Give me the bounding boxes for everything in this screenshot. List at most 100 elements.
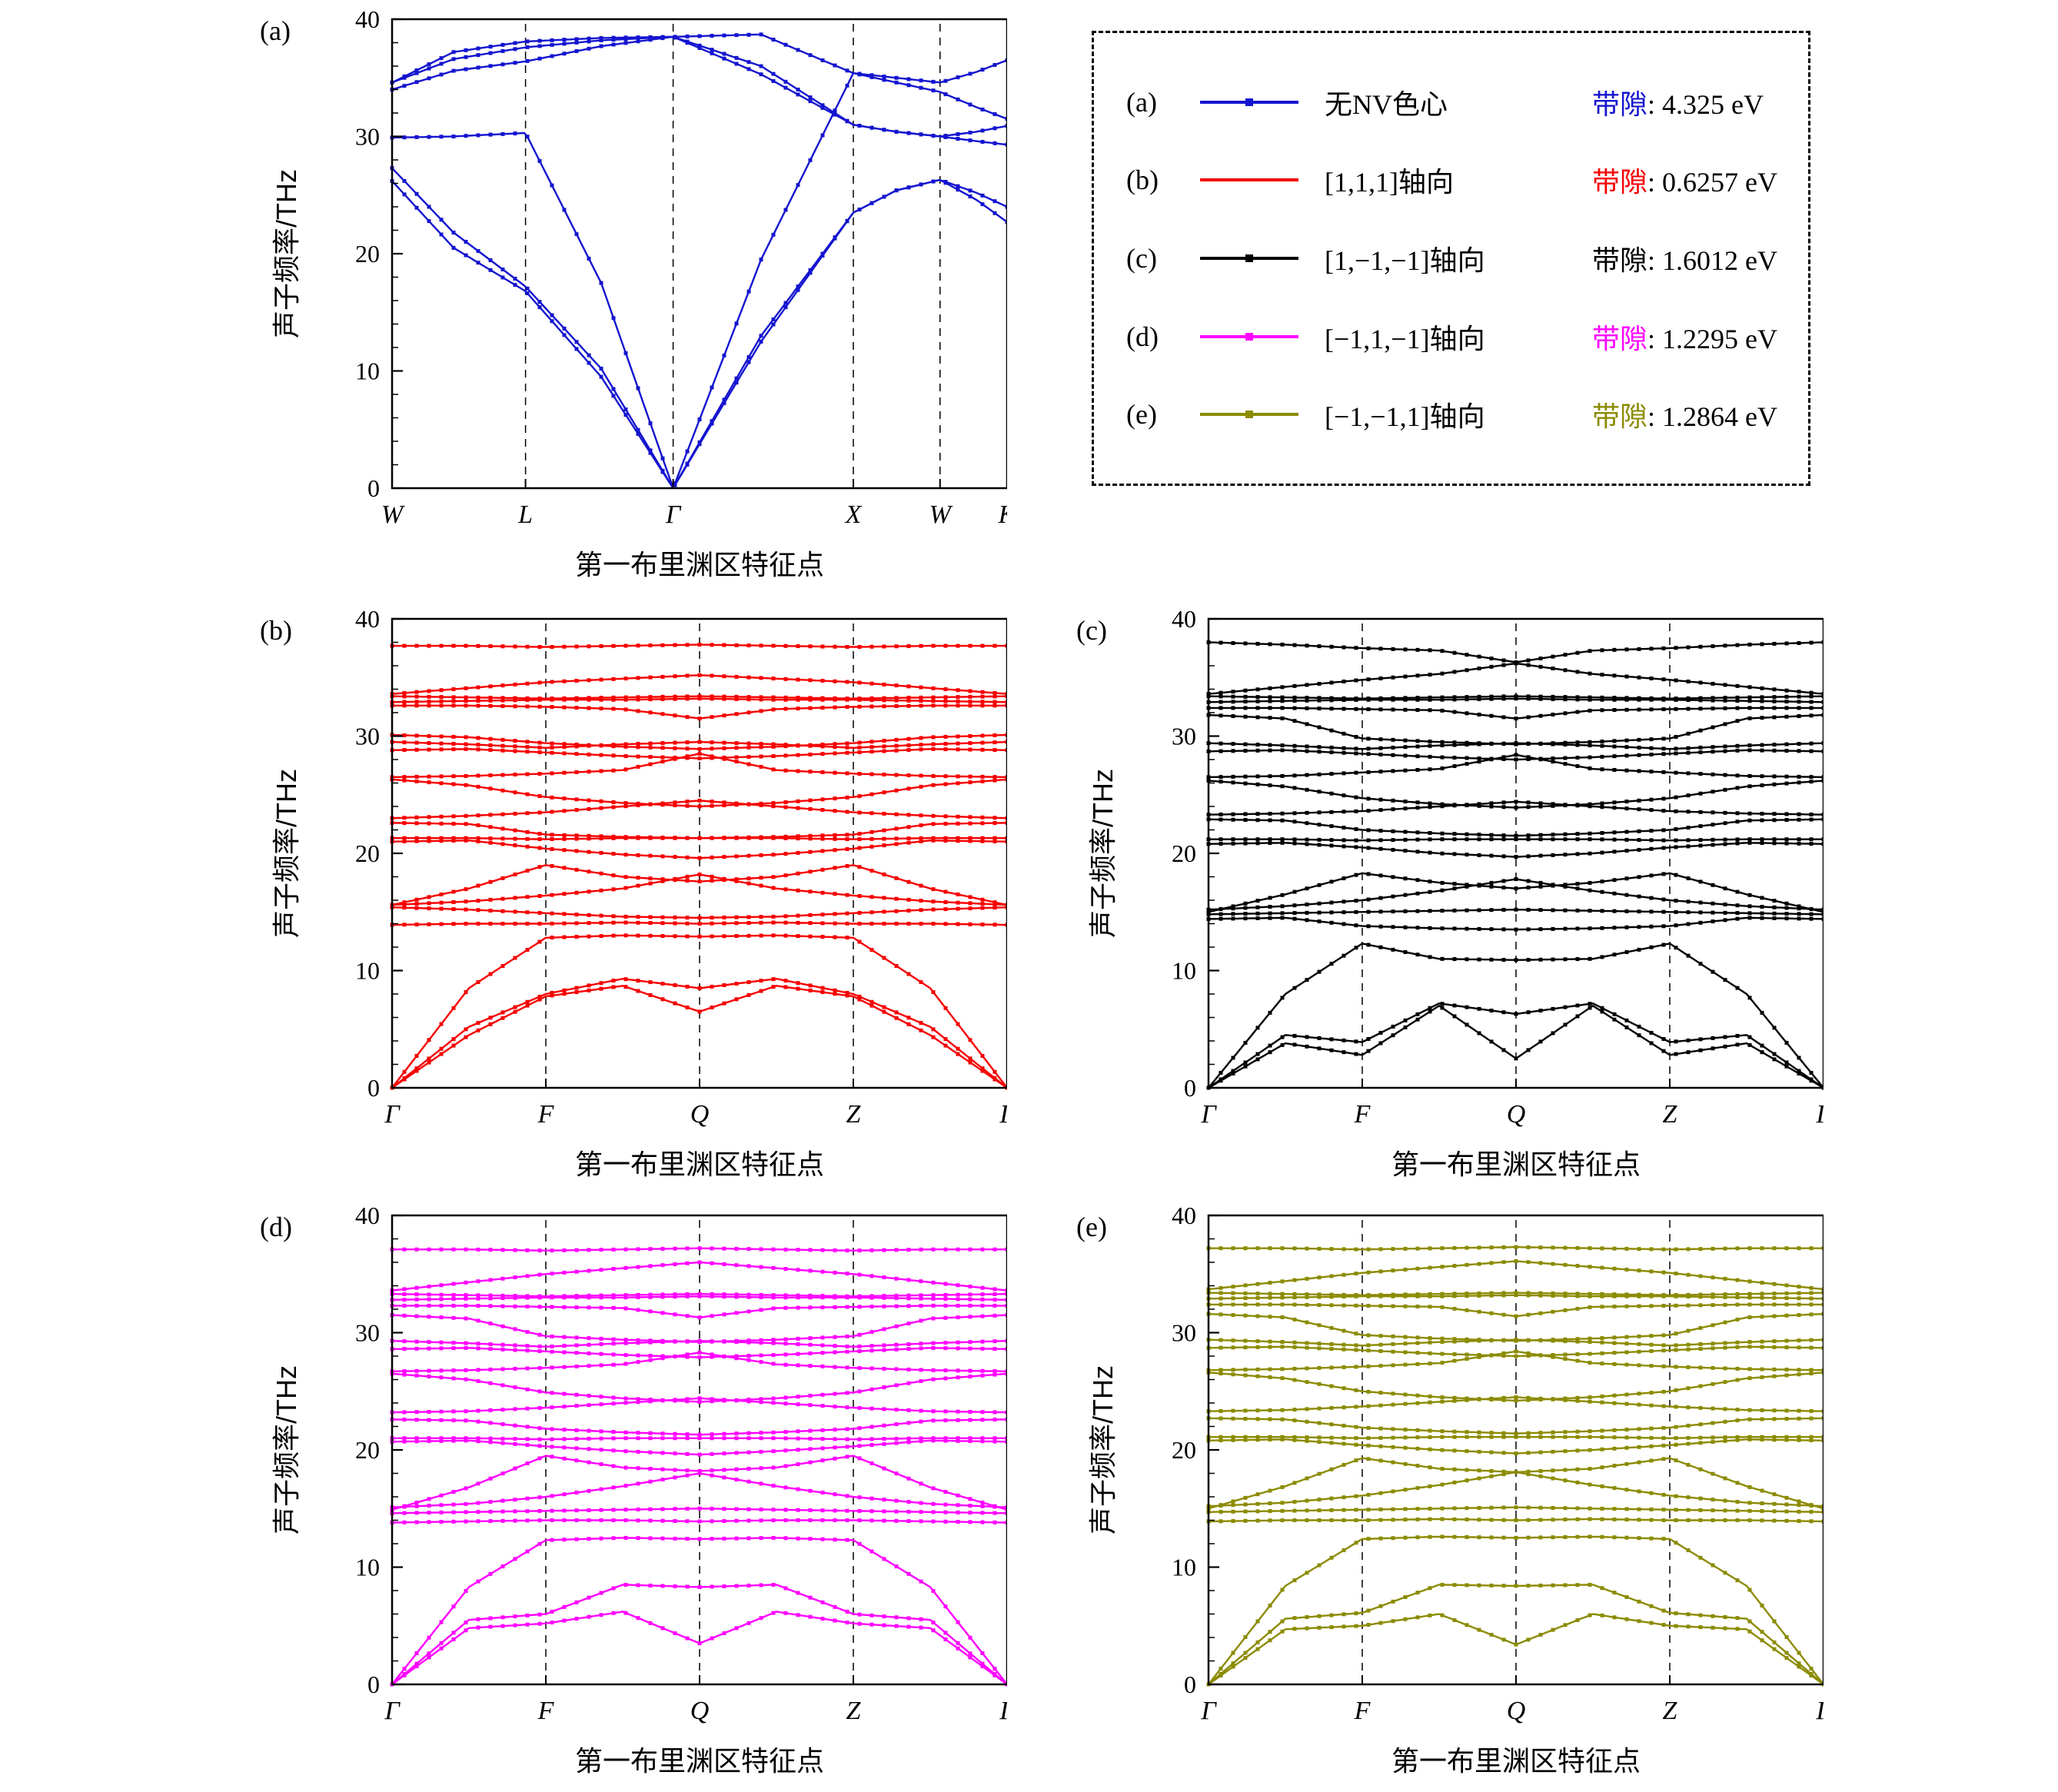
legend-key-c: (c) bbox=[1126, 242, 1157, 274]
band-marker bbox=[1378, 1426, 1383, 1431]
band-marker bbox=[488, 879, 493, 884]
band-marker bbox=[439, 1046, 444, 1051]
band-marker bbox=[1797, 1509, 1801, 1514]
band-marker bbox=[697, 1350, 702, 1355]
band-marker bbox=[1465, 957, 1469, 962]
band-marker bbox=[1465, 1506, 1469, 1511]
band-marker bbox=[599, 1487, 603, 1491]
band-marker bbox=[1711, 790, 1715, 794]
band-marker bbox=[919, 1625, 923, 1630]
band-marker bbox=[919, 685, 923, 690]
x-tick-label: Γ bbox=[384, 1697, 401, 1725]
band-marker bbox=[1280, 1292, 1285, 1296]
band-marker bbox=[1305, 1035, 1309, 1039]
band-marker bbox=[1317, 1440, 1322, 1445]
band-marker bbox=[574, 706, 579, 710]
band-marker bbox=[746, 697, 751, 702]
band-marker bbox=[857, 1541, 862, 1546]
band-marker bbox=[1391, 675, 1395, 680]
band-marker bbox=[464, 1293, 468, 1298]
legend-line-sample-e bbox=[1200, 411, 1298, 419]
band-marker bbox=[1784, 1338, 1789, 1343]
band-marker bbox=[956, 1520, 960, 1524]
band-marker bbox=[488, 1509, 493, 1514]
band-marker bbox=[476, 1293, 480, 1298]
band-marker bbox=[894, 964, 899, 969]
band-marker bbox=[845, 847, 849, 852]
band-marker bbox=[451, 1637, 456, 1641]
band-marker bbox=[1612, 697, 1617, 702]
band-marker bbox=[1255, 1282, 1260, 1286]
band-marker bbox=[427, 1368, 431, 1373]
band-marker bbox=[1784, 742, 1789, 746]
band-marker bbox=[1514, 1431, 1518, 1436]
band-marker bbox=[1760, 1488, 1764, 1493]
band-marker bbox=[1747, 685, 1752, 690]
band-marker bbox=[1612, 953, 1617, 957]
band-marker bbox=[1612, 1615, 1617, 1620]
band-marker bbox=[1747, 1435, 1752, 1439]
band-marker bbox=[857, 124, 862, 128]
band-marker bbox=[500, 1293, 505, 1298]
band-marker bbox=[451, 1297, 456, 1302]
band-marker bbox=[746, 1467, 751, 1471]
band-marker bbox=[1219, 1435, 1223, 1439]
band-marker bbox=[1747, 1367, 1752, 1371]
band-marker bbox=[623, 351, 628, 355]
band-marker bbox=[648, 1507, 653, 1511]
band-marker bbox=[1391, 1489, 1395, 1494]
band-marker bbox=[710, 1473, 714, 1478]
band-marker bbox=[476, 1296, 480, 1301]
band-marker bbox=[1711, 1518, 1715, 1522]
band-marker bbox=[525, 704, 530, 709]
band-marker bbox=[648, 921, 653, 926]
band-marker bbox=[833, 848, 837, 853]
band-marker bbox=[1305, 1498, 1309, 1503]
band-marker bbox=[1501, 742, 1506, 746]
band-marker bbox=[1526, 1435, 1531, 1439]
band-marker bbox=[574, 836, 579, 841]
legend-line-sample-c bbox=[1200, 254, 1298, 262]
band-marker bbox=[1428, 1447, 1432, 1451]
band-marker bbox=[783, 1508, 788, 1512]
band-marker bbox=[1551, 803, 1555, 808]
band-marker bbox=[1255, 1295, 1260, 1300]
band-marker bbox=[919, 1419, 923, 1424]
band-marker bbox=[1723, 902, 1727, 906]
band-marker bbox=[1477, 741, 1481, 746]
band-marker bbox=[734, 915, 739, 919]
band-marker bbox=[697, 746, 702, 751]
band-marker bbox=[1452, 886, 1457, 891]
band-marker bbox=[402, 1520, 407, 1524]
band-marker bbox=[882, 1385, 886, 1390]
band-marker bbox=[1514, 742, 1518, 746]
band-marker bbox=[710, 921, 714, 926]
band-marker bbox=[464, 1345, 468, 1350]
band-marker bbox=[1526, 1431, 1531, 1435]
band-marker bbox=[402, 748, 407, 753]
band-marker bbox=[771, 744, 776, 749]
band-marker bbox=[1661, 752, 1666, 756]
band-marker bbox=[1588, 909, 1592, 913]
band-marker bbox=[673, 1631, 677, 1635]
band-marker bbox=[820, 706, 825, 710]
band-marker bbox=[599, 44, 603, 48]
band-marker bbox=[488, 698, 493, 703]
band-marker bbox=[734, 62, 739, 66]
band-marker bbox=[845, 1349, 849, 1354]
band-marker bbox=[1772, 1345, 1777, 1349]
band-marker bbox=[796, 696, 800, 700]
band-marker bbox=[783, 1448, 788, 1453]
band-marker bbox=[1366, 796, 1371, 801]
band-marker bbox=[1354, 678, 1358, 683]
band-marker bbox=[1255, 841, 1260, 846]
band-marker bbox=[1391, 807, 1395, 812]
band-marker bbox=[956, 1438, 960, 1443]
band-marker bbox=[1452, 1306, 1457, 1311]
band-marker bbox=[1465, 1518, 1469, 1522]
band-marker bbox=[427, 1497, 431, 1501]
band-marker bbox=[869, 1248, 874, 1252]
band-marker bbox=[722, 1262, 726, 1266]
band-marker bbox=[808, 1508, 813, 1512]
band-marker bbox=[956, 1368, 960, 1373]
